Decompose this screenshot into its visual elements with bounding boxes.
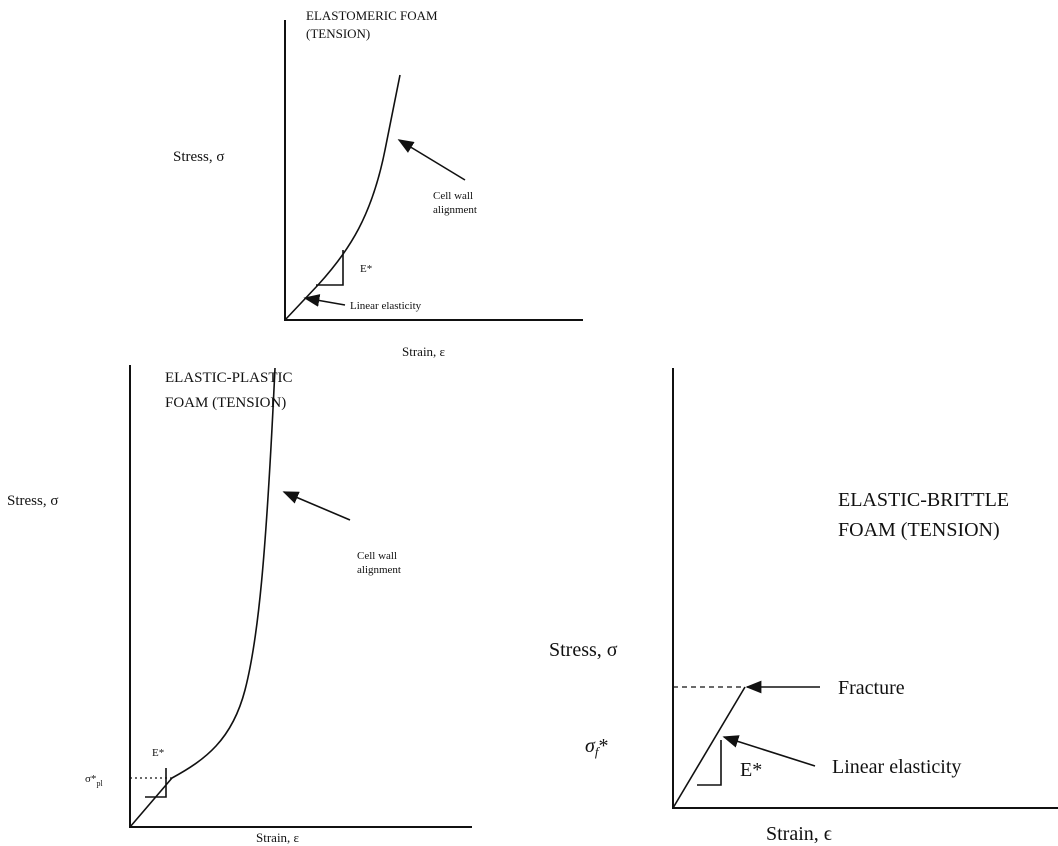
- y-label: Stress, σ: [173, 149, 224, 165]
- x-label: Strain, ε: [402, 344, 446, 359]
- y-label: Stress, σ: [7, 493, 58, 509]
- arrow: [303, 294, 346, 307]
- annotation: alignment: [357, 564, 401, 576]
- slope-triangle: [145, 768, 167, 798]
- slope-triangle: [697, 740, 722, 786]
- curve: [284, 74, 401, 321]
- modulus: E*: [740, 759, 762, 781]
- annotation: Fracture: [838, 677, 905, 699]
- title: FOAM (TENSION): [165, 395, 286, 411]
- panel-elastic-plastic: ELASTIC-PLASTIC FOAM (TENSION) Stress, σ…: [7, 365, 472, 845]
- annotation: Linear elasticity: [350, 300, 422, 312]
- title: FOAM (TENSION): [838, 519, 1000, 541]
- modulus: E*: [360, 263, 372, 275]
- strength-label: σf*: [585, 735, 609, 759]
- title: ELASTOMERIC FOAM: [306, 8, 438, 23]
- curve: [672, 686, 746, 809]
- annotation: Cell wall: [433, 190, 473, 202]
- modulus: E*: [152, 747, 164, 759]
- panel-elastomeric: ELASTOMERIC FOAM (TENSION) Stress, σ Str…: [173, 8, 583, 359]
- title: ELASTIC-PLASTIC: [165, 370, 293, 386]
- curve: [129, 367, 276, 828]
- yield-label: σ*pl: [85, 773, 103, 788]
- annotation: alignment: [433, 204, 477, 216]
- annotation: Cell wall: [357, 550, 397, 562]
- y-label: Stress, σ: [549, 639, 618, 661]
- title: ELASTIC-BRITTLE: [838, 489, 1009, 511]
- arrow: [722, 735, 816, 767]
- axes: [284, 20, 583, 321]
- arrow: [282, 491, 351, 521]
- x-label: Strain, ε: [256, 830, 300, 845]
- axes: [129, 365, 472, 828]
- title: (TENSION): [306, 26, 370, 41]
- arrow: [397, 139, 466, 181]
- slope-triangle: [316, 250, 344, 286]
- x-label: Strain, ϵ: [766, 823, 832, 845]
- axes: [672, 368, 1058, 809]
- panel-elastic-brittle: ELASTIC-BRITTLE FOAM (TENSION) Stress, σ…: [549, 368, 1058, 845]
- annotation: Linear elasticity: [832, 756, 961, 778]
